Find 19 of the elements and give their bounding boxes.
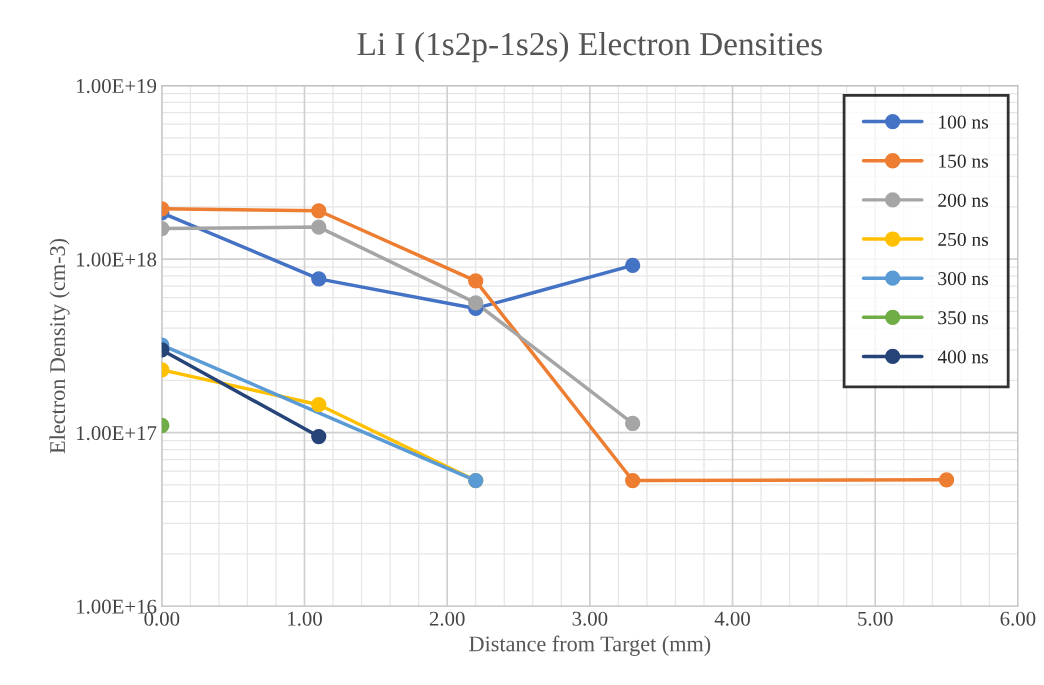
y-axis-title: Electron Density (cm-3): [49, 238, 70, 454]
x-tick-label: 5.00: [858, 611, 893, 626]
legend-label: 250 ns: [938, 232, 989, 247]
y-tick-label: 1.00E+19: [77, 79, 157, 94]
x-tick-label: 2.00: [429, 611, 465, 626]
chart-title: Li I (1s2p-1s2s) Electron Densities: [357, 31, 822, 63]
legend-label: 400 ns: [937, 350, 989, 364]
x-axis-title: Distance from Target (mm): [469, 635, 711, 656]
legend-label: 200 ns: [938, 193, 989, 207]
x-tick-label: 6.00: [1000, 611, 1036, 626]
legend-label: 100 ns: [939, 115, 989, 129]
x-tick-label: 3.00: [572, 611, 608, 626]
x-tick-label: 1.00: [288, 611, 322, 626]
x-tick-label: 4.00: [714, 611, 750, 626]
legend-label: 300 ns: [938, 272, 989, 286]
y-tick-label: 1.00E+18: [77, 252, 157, 267]
y-tick-label: 1.00E+17: [77, 426, 157, 441]
legend-label: 150 ns: [939, 154, 989, 168]
legend-label: 350 ns: [938, 311, 989, 325]
